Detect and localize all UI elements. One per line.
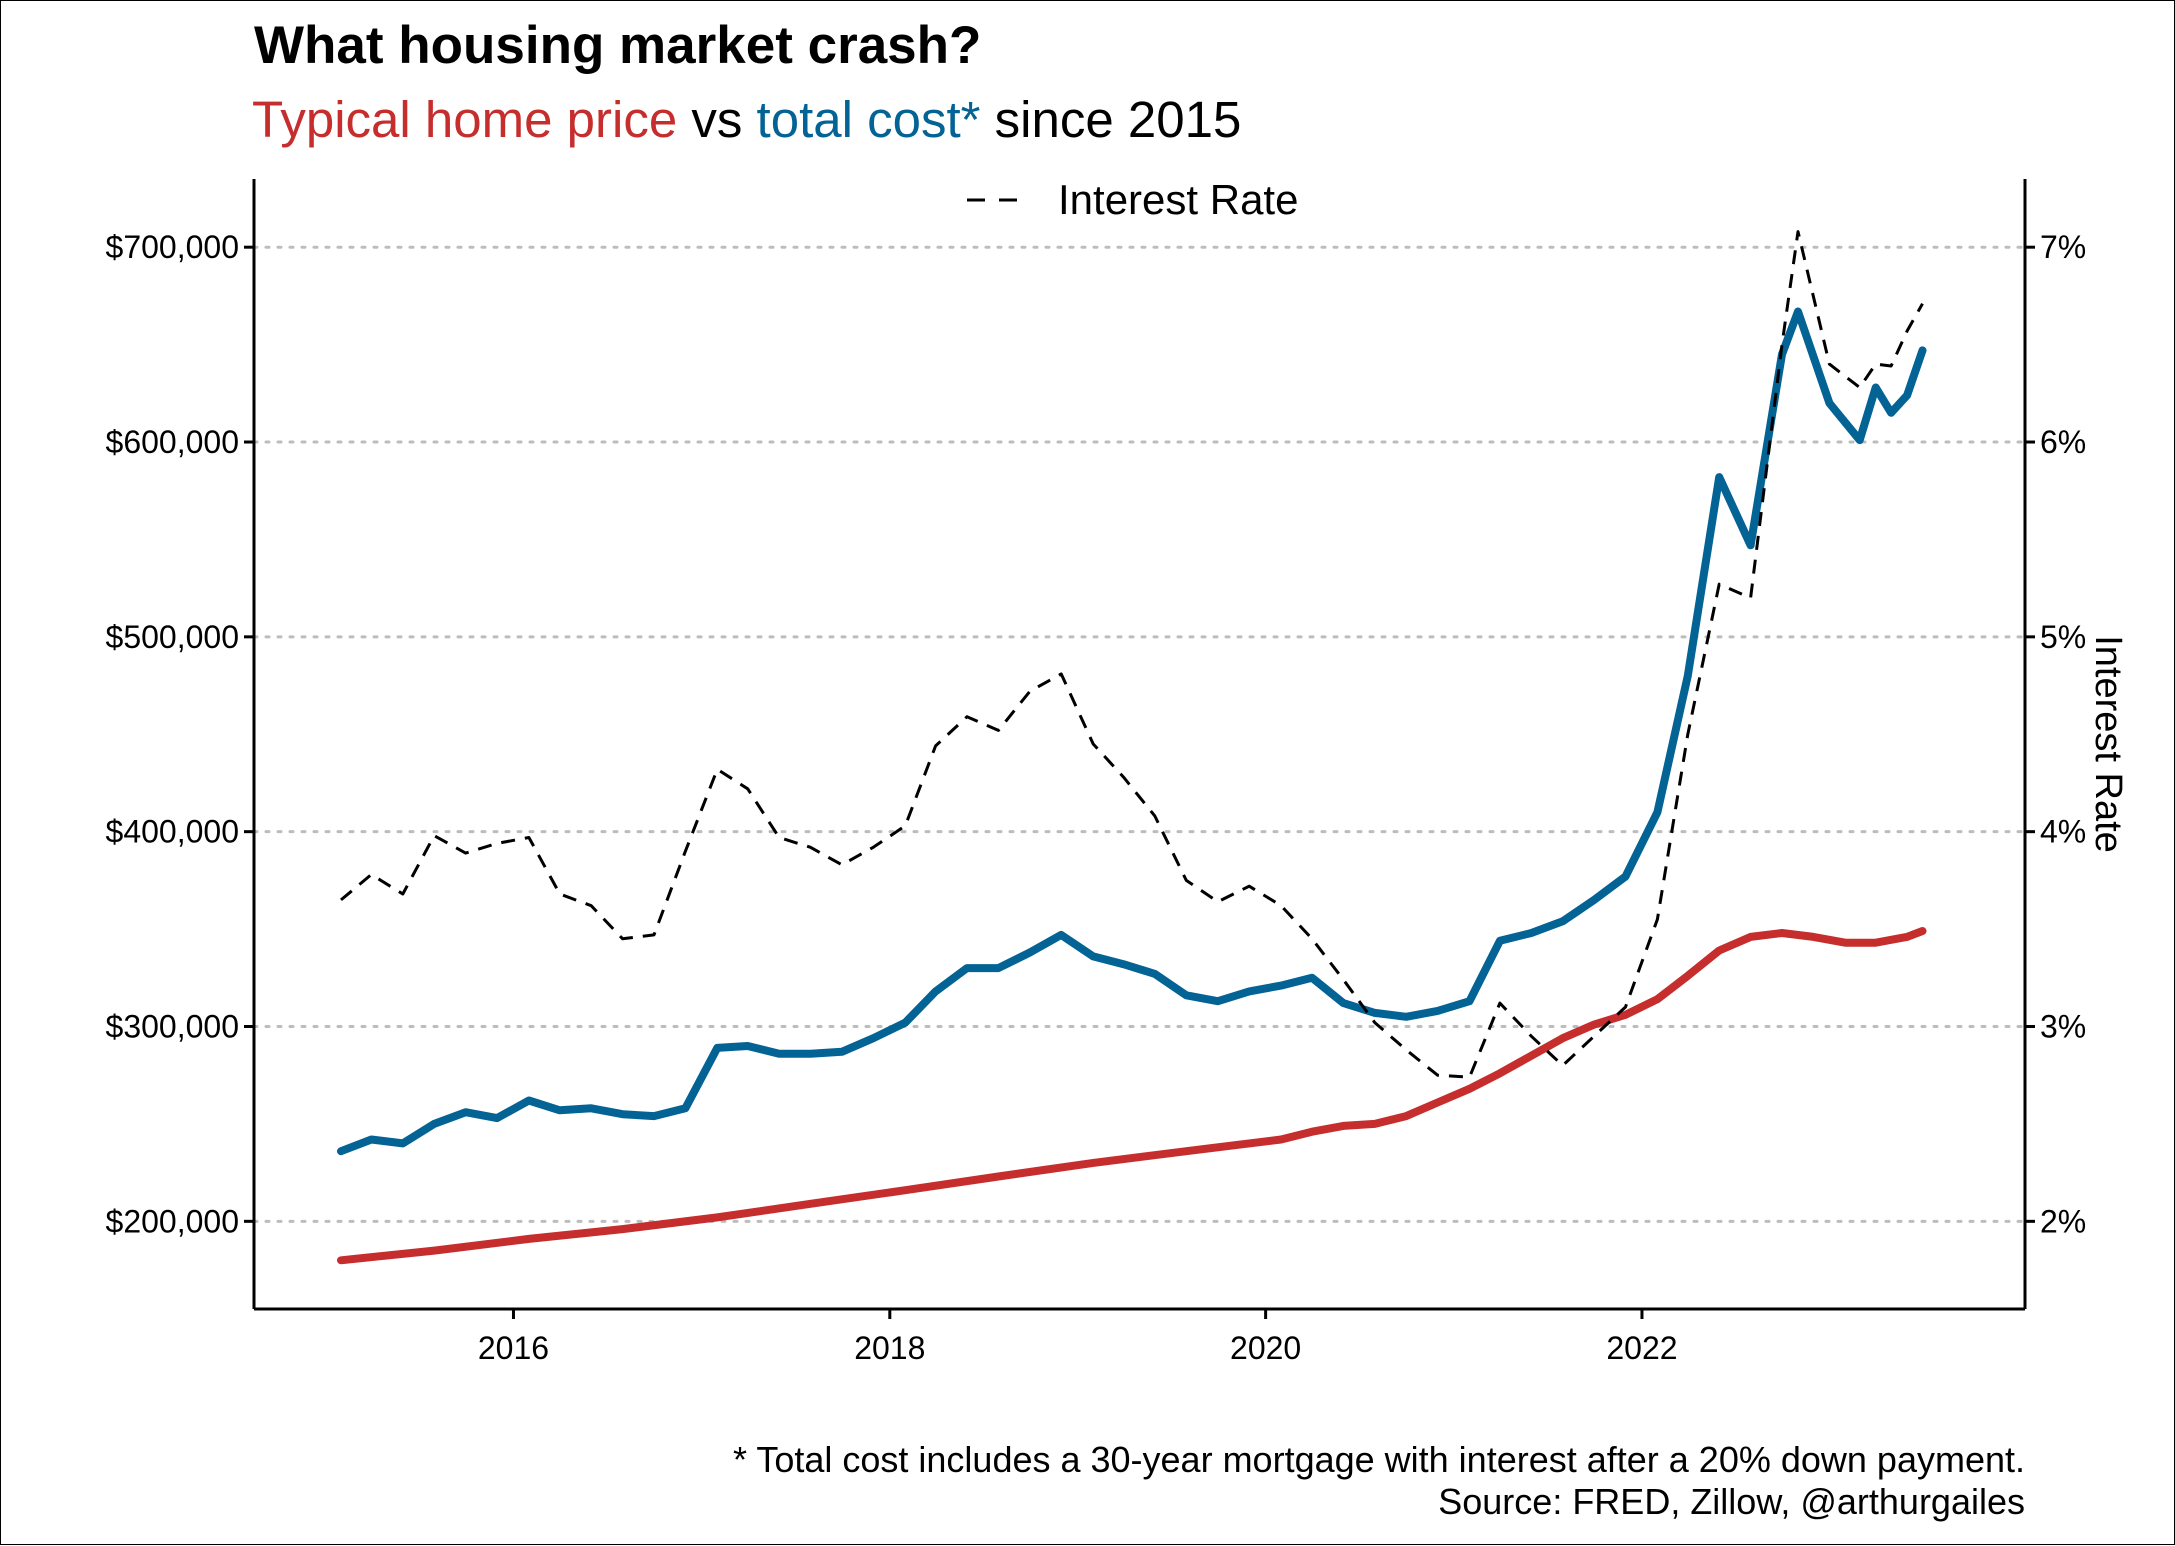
subtitle-cost-label: total cost* bbox=[757, 91, 981, 148]
x-tick-label: 2020 bbox=[1230, 1330, 1301, 1366]
y-tick-label: $500,000 bbox=[106, 619, 239, 655]
y2-tick-label: 3% bbox=[2040, 1009, 2086, 1045]
x-tick-label: 2022 bbox=[1606, 1330, 1677, 1366]
caption-note: * Total cost includes a 30-year mortgage… bbox=[733, 1439, 2025, 1480]
y-tick-label: $400,000 bbox=[106, 814, 239, 850]
y2-axis-title: Interest Rate bbox=[2087, 635, 2129, 853]
y2-tick-label: 4% bbox=[2040, 814, 2086, 850]
caption-source: Source: FRED, Zillow, @arthurgailes bbox=[1438, 1481, 2025, 1522]
y2-tick-label: 6% bbox=[2040, 424, 2086, 460]
tick-labels: $200,000 $300,000 $400,000 $500,000 $600,000… bbox=[106, 229, 2087, 1366]
y2-tick-label: 2% bbox=[2040, 1203, 2086, 1239]
y2-tick-label: 5% bbox=[2040, 619, 2086, 655]
subtitle-vs: vs bbox=[677, 91, 756, 148]
gridlines bbox=[252, 245, 2027, 1223]
chart-subtitle: Typical home price vs total cost* since … bbox=[252, 91, 1241, 148]
y-tick-label: $600,000 bbox=[106, 424, 239, 460]
series-line-total-cost bbox=[337, 307, 1927, 1156]
chart-title: What housing market crash? bbox=[254, 16, 981, 75]
axes bbox=[244, 179, 2035, 1319]
y-tick-label: $200,000 bbox=[106, 1203, 239, 1239]
y-tick-label: $300,000 bbox=[106, 1009, 239, 1045]
series-line-home-price bbox=[337, 927, 1927, 1265]
y2-tick-label: 7% bbox=[2040, 229, 2086, 265]
x-tick-label: 2016 bbox=[478, 1330, 549, 1366]
subtitle-price-label: Typical home price bbox=[252, 91, 677, 148]
subtitle-tail: since 2015 bbox=[980, 91, 1241, 148]
legend-label-interest-rate: Interest Rate bbox=[1058, 176, 1298, 223]
y-tick-label: $700,000 bbox=[106, 229, 239, 265]
x-tick-label: 2018 bbox=[854, 1330, 925, 1366]
series-line-interest-rate bbox=[340, 230, 1924, 1079]
series-layer bbox=[337, 230, 1927, 1265]
legend: Interest Rate bbox=[967, 176, 1298, 223]
